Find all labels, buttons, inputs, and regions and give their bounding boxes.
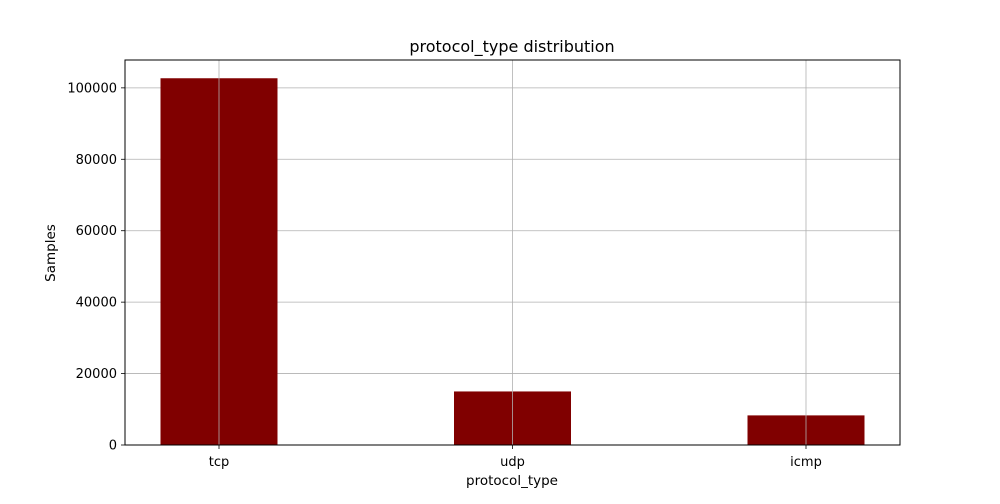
y-tick-label: 100000 xyxy=(67,81,117,96)
chart-title: protocol_type distribution xyxy=(409,37,614,57)
y-tick-label: 80000 xyxy=(76,153,117,168)
vertical-grid-lines xyxy=(218,60,807,445)
y-tick-label: 40000 xyxy=(76,296,117,311)
y-tick-label: 20000 xyxy=(76,367,117,382)
x-tick-label: icmp xyxy=(790,455,822,470)
x-axis-ticks: tcp udp icmp xyxy=(209,445,822,470)
y-axis-label: Samples xyxy=(43,224,59,282)
x-axis-label: protocol_type xyxy=(466,473,558,489)
y-tick-label: 0 xyxy=(109,439,117,454)
x-tick-label: udp xyxy=(500,455,525,470)
y-tick-label: 60000 xyxy=(76,224,117,239)
x-tick-label: tcp xyxy=(209,455,230,470)
y-axis-ticks: 0 20000 40000 60000 80000 100000 xyxy=(67,81,125,454)
